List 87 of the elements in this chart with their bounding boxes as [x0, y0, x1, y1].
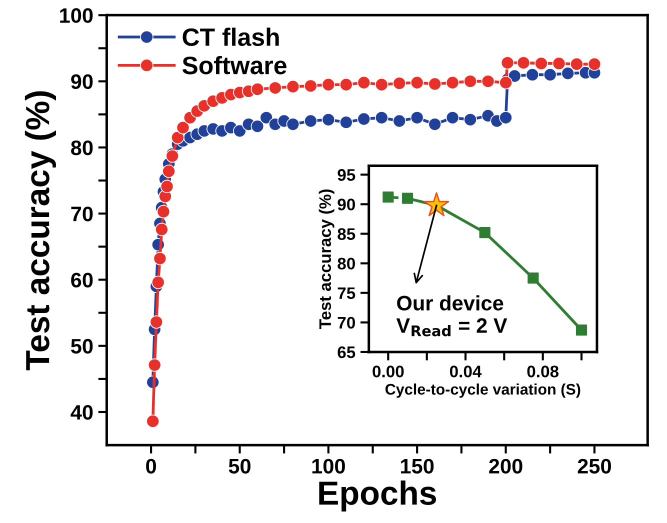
x-axis-title: Epochs: [319, 480, 436, 512]
x-tick-label: 200: [489, 458, 522, 474]
point: [402, 192, 414, 204]
y-tick-label: 70: [338, 316, 355, 329]
point: [526, 68, 540, 82]
y-tick-label: 50: [70, 338, 93, 354]
x-tick-label: 150: [401, 458, 434, 474]
point: [233, 124, 246, 138]
x-tick-label: 0: [146, 458, 156, 474]
y-axis-title: Test accuracy (%): [318, 189, 334, 329]
point: [268, 81, 282, 95]
point: [170, 130, 184, 144]
y-tick-label: 85: [338, 228, 356, 240]
point: [150, 315, 164, 329]
point: [428, 77, 442, 91]
point: [428, 118, 442, 131]
y-tick-label: 65: [338, 346, 356, 358]
y-tick-label: 95: [338, 169, 356, 181]
point: [260, 111, 274, 124]
point: [162, 164, 176, 178]
point: [146, 414, 160, 428]
point: [392, 114, 406, 128]
point: [464, 112, 477, 126]
point: [528, 272, 539, 284]
point: [286, 80, 300, 94]
point: [357, 112, 371, 126]
point: [151, 276, 165, 290]
point: [410, 111, 424, 124]
y-axis-title: Test accuracy (%): [24, 91, 56, 370]
point: [552, 56, 566, 70]
point: [304, 79, 318, 93]
y-tick-label: 90: [71, 74, 93, 90]
y-tick-label: 40: [70, 405, 93, 420]
point: [153, 252, 167, 266]
point: [570, 57, 584, 71]
point: [446, 111, 460, 124]
point: [339, 78, 353, 92]
legend-label: CT flash: [182, 28, 279, 46]
point: [576, 324, 588, 336]
point: [322, 112, 336, 126]
point: [479, 227, 490, 238]
point: [160, 180, 174, 194]
point: [410, 76, 424, 90]
point: [500, 56, 514, 70]
point: [176, 120, 190, 134]
point: [286, 118, 300, 131]
point: [374, 78, 388, 92]
x-tick-label: 0.08: [527, 366, 559, 378]
point: [304, 114, 318, 128]
point: [561, 66, 575, 80]
point: [250, 82, 264, 96]
point: [392, 76, 406, 90]
point: [534, 56, 548, 70]
point: [250, 120, 264, 133]
point: [357, 76, 371, 90]
point: [155, 222, 168, 236]
point: [339, 116, 353, 129]
y-tick-label: 100: [60, 8, 93, 23]
y-tick-label: 60: [71, 272, 93, 288]
point: [588, 57, 602, 71]
legend-label: Software: [182, 56, 286, 74]
x-tick-label: 0.00: [372, 366, 404, 378]
x-axis-title: Cycle-to-cycle variation (S): [385, 383, 580, 398]
x-tick-label: 0.04: [450, 366, 482, 378]
point: [464, 74, 477, 88]
point: [481, 74, 495, 88]
point: [543, 68, 557, 82]
point: [446, 76, 460, 90]
point: [382, 192, 394, 203]
point: [156, 204, 170, 218]
y-tick-label: 80: [338, 258, 355, 270]
point: [322, 78, 336, 92]
y-tick-label: 90: [338, 198, 355, 210]
point: [499, 111, 512, 124]
y-tick-label: 80: [71, 140, 93, 156]
annotation: Our device V$_{Read}$ = 2 V: [396, 295, 508, 336]
y-tick-label: 75: [338, 287, 356, 300]
point: [374, 111, 388, 124]
x-tick-label: 250: [578, 458, 611, 474]
point: [424, 192, 450, 216]
point: [516, 56, 530, 70]
y-tick-label: 70: [71, 206, 93, 222]
point: [508, 69, 522, 83]
point: [499, 76, 512, 90]
x-tick-label: 100: [312, 458, 345, 474]
point: [148, 358, 162, 372]
x-tick-label: 50: [228, 458, 250, 474]
